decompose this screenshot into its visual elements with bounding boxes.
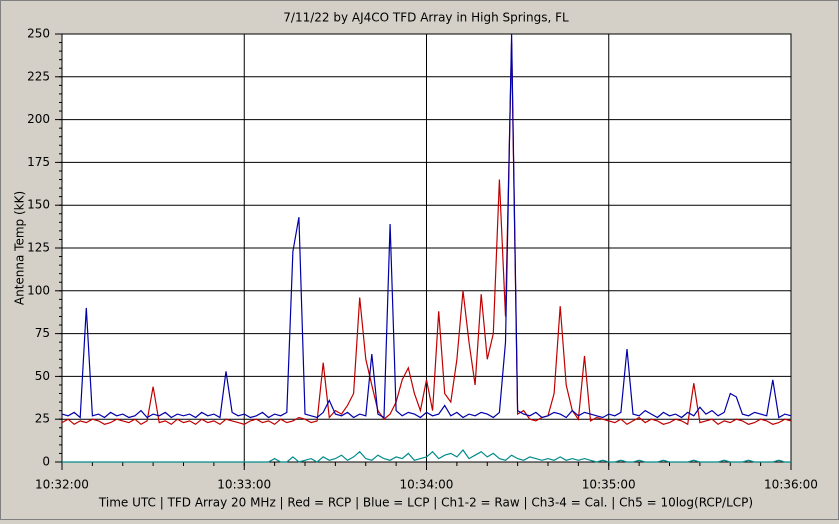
series-line <box>61 33 792 419</box>
plot-border <box>61 33 792 463</box>
y-tick-label: 100 <box>27 283 50 297</box>
x-tick-label: 10:34:00 <box>400 478 454 492</box>
y-tick-label: 25 <box>35 412 50 426</box>
y-axis-label: Antenna Temp (kK) <box>13 191 27 305</box>
x-axis-label: Time UTC | TFD Array 20 MHz | Red = RCP … <box>98 496 753 510</box>
y-tick-label: 175 <box>27 155 50 169</box>
y-tick-label: 150 <box>27 198 50 212</box>
y-tick-label: 75 <box>35 326 50 340</box>
chart-title: 7/11/22 by AJ4CO TFD Array in High Sprin… <box>283 11 569 25</box>
x-tick-label: 10:32:00 <box>35 478 89 492</box>
series-line <box>61 42 792 426</box>
y-tick-label: 200 <box>27 112 50 126</box>
y-tick-label: 0 <box>42 455 50 469</box>
y-tick-label: 225 <box>27 69 50 83</box>
x-tick-label: 10:33:00 <box>217 478 271 492</box>
series-line <box>62 449 791 463</box>
y-tick-label: 125 <box>27 241 50 255</box>
y-tick-label: 50 <box>35 369 50 383</box>
x-tick-label: 10:36:00 <box>764 478 818 492</box>
y-tick-label: 250 <box>27 27 50 41</box>
x-tick-label: 10:35:00 <box>582 478 636 492</box>
